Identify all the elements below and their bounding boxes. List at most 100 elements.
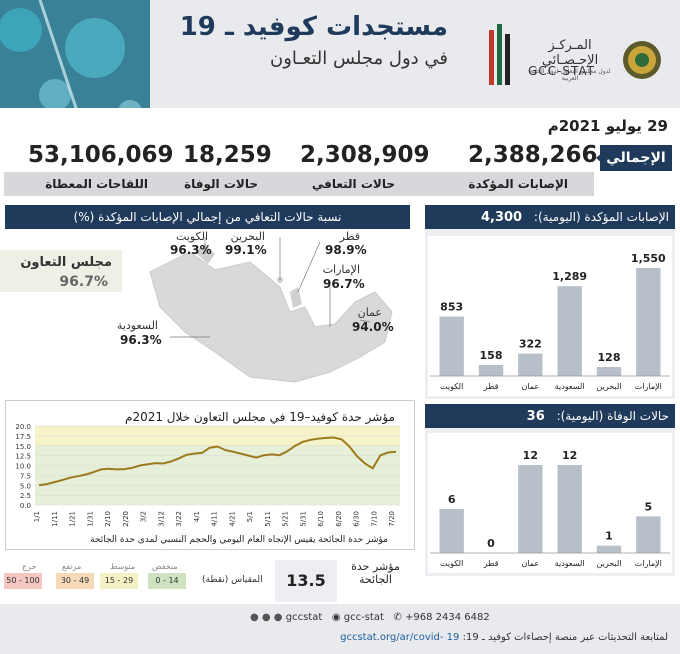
map-value-saudi: 96.3% [120, 333, 162, 347]
daily-cases-title: الإصابات المؤكدة (اليومية): [533, 210, 669, 224]
logo-arabic-text: المـركـز الإحـصـائي لدول مجلس التعاون لد… [525, 38, 615, 82]
severity-x-tick: 1/11 [51, 511, 59, 527]
severity-index-line [38, 436, 397, 487]
cases-bar [557, 286, 582, 376]
map-value-oman: 94.0% [352, 320, 394, 334]
severity-x-tick: 7/20 [388, 511, 396, 527]
deaths-category-label: عمان [521, 559, 539, 568]
map-label-uae: الإمارات [322, 263, 360, 276]
recovery-panel-title: نسبة حالات التعافي من إجمالي الإصابات ال… [5, 205, 410, 229]
cases-plot-bg [428, 236, 672, 396]
scale-name-high: مرتفع [62, 562, 82, 571]
deaths-category-label: قطر [483, 559, 499, 568]
gcc-map [149, 237, 393, 383]
scale-range-low: 0 - 14 [148, 573, 186, 589]
footer-band [0, 604, 680, 654]
map-value-uae: 96.7% [323, 277, 365, 291]
gcc-recovery-box [0, 250, 122, 292]
total-confirmed-label: الإصابات المؤكدة [468, 177, 568, 191]
deaths-bar [636, 516, 661, 553]
daily-deaths-chart: 6 الكويت 0 قطر 12 عمان 12 السعودية 1 البحرين 5 الإم… [428, 433, 672, 573]
map-value-bahrain: 99.1% [225, 243, 267, 257]
severity-y-tick: 2.5 [20, 492, 31, 500]
cases-bar [596, 367, 622, 376]
map-value-kuwait: 96.3% [170, 243, 212, 257]
severity-y-tick: 20.0 [15, 423, 31, 431]
map-label-oman: عمان [357, 306, 382, 319]
daily-cases-total: 4,300 [480, 210, 523, 225]
scale-range-medium: 15 - 29 [100, 573, 138, 589]
total-vaccines-label: اللقاحات المعطاة [45, 177, 148, 191]
cases-bar-label: 1,550 [631, 252, 666, 265]
footer-url[interactable]: gccstat.org/ar/covid- 19 [340, 632, 460, 643]
deaths-bar-label: 6 [448, 493, 456, 506]
page-title: مستجدات كوفيد ـ 19 [179, 12, 448, 42]
cases-category-label: الإمارات [635, 382, 662, 392]
scale-name-medium: متوسط [110, 562, 136, 571]
cases-category-label: عمان [521, 382, 539, 391]
severity-x-tick: 4/21 [228, 511, 236, 527]
severity-y-tick: 5.0 [20, 482, 31, 490]
gcc-recovery-label: مجلس التعاون [20, 255, 112, 270]
web-icon: ◉ [331, 612, 341, 623]
daily-deaths-title: حالات الوفاة (اليومية): [556, 409, 669, 423]
severity-y-tick: 12.5 [15, 453, 31, 461]
severity-x-tick: 5/31 [299, 511, 307, 527]
total-vaccines-value: 53,106,069 [28, 142, 174, 168]
severity-x-tick: 7/10 [370, 511, 378, 527]
cases-bar-label: 853 [440, 301, 463, 314]
cases-category-label: قطر [483, 382, 499, 391]
deaths-bar-label: 5 [645, 500, 653, 513]
deaths-category-label: البحرين [597, 559, 622, 568]
severity-x-tick: 4/11 [211, 511, 219, 527]
cases-bar [478, 364, 504, 376]
deaths-bar [596, 545, 622, 553]
severity-index-note: مؤشر حدة الجائحة يقيس الإتجاه العام اليو… [90, 535, 388, 545]
scale-name-critical: حرج [22, 562, 37, 571]
severity-y-tick: 15.0 [15, 443, 31, 451]
map-label-qatar: قطر [339, 230, 360, 243]
deaths-bar [518, 465, 543, 553]
logo-english-text: GCC-STAT [528, 64, 596, 78]
severity-index-value: 13.5 [275, 560, 337, 602]
deaths-bar [439, 509, 464, 553]
cases-bar-label: 158 [480, 349, 503, 362]
severity-x-tick: 1/1 [33, 511, 41, 522]
footer-handle-gcc-stat[interactable]: gcc-stat [343, 612, 384, 623]
footer-handle-gccstat[interactable]: gccstat [285, 612, 323, 623]
footer-note-line: gccstat.org/ar/covid- 19 لمتابعة التحديث… [340, 632, 668, 643]
cases-category-label: الكويت [440, 382, 463, 391]
deaths-bar-label: 0 [487, 537, 495, 550]
cases-bar [439, 316, 464, 376]
deaths-bar-label: 1 [605, 530, 613, 543]
gcc-stat-logo-bars-icon [489, 24, 510, 85]
map-value-qatar: 98.9% [325, 243, 367, 257]
severity-x-tick: 2/10 [104, 511, 112, 527]
severity-index-title: مؤشر حدة كوفيد–19 في مجلس التعاون خلال 2… [125, 410, 395, 424]
virus-illustration [0, 0, 150, 135]
cases-category-label: السعودية [555, 382, 585, 391]
severity-y-tick: 10.0 [15, 463, 31, 471]
deaths-category-label: الكويت [440, 559, 463, 568]
map-label-saudi: السعودية [116, 319, 158, 332]
scale-label: المقياس (نقطة) [202, 575, 263, 585]
report-date: 29 يوليو 2021م [547, 117, 668, 135]
total-recovered-label: حالات التعافي [311, 177, 395, 191]
footer-contacts: ● ● ● gccstat ◉ gcc-stat ✆ +968 2434 648… [250, 612, 490, 623]
gcc-emblem-icon [623, 41, 661, 79]
footer-phone: +968 2434 6482 [405, 612, 490, 623]
cases-bar [636, 268, 661, 376]
severity-y-tick: 7.5 [20, 472, 31, 480]
cases-category-label: البحرين [597, 382, 622, 391]
severity-x-tick: 3/12 [157, 511, 165, 527]
scale-name-low: منخفض [152, 562, 178, 571]
severity-x-tick: 6/30 [353, 511, 361, 527]
severity-index-chart: 0.0 2.5 5.0 7.510.0 12.5 15.0 17.5 20.0 1/1 1/11 1… [15, 423, 400, 527]
scale-range-high: 30 - 49 [56, 573, 94, 589]
daily-deaths-panel-header: حالات الوفاة (اليومية): 36 [425, 404, 675, 428]
severity-x-tick: 3/2 [140, 511, 148, 522]
page-subtitle: في دول مجلس التعـاون [270, 48, 448, 69]
severity-x-tick: 3/22 [175, 511, 183, 527]
severity-y-tick: 0.0 [20, 502, 31, 510]
severity-x-tick: 6/20 [335, 511, 343, 527]
